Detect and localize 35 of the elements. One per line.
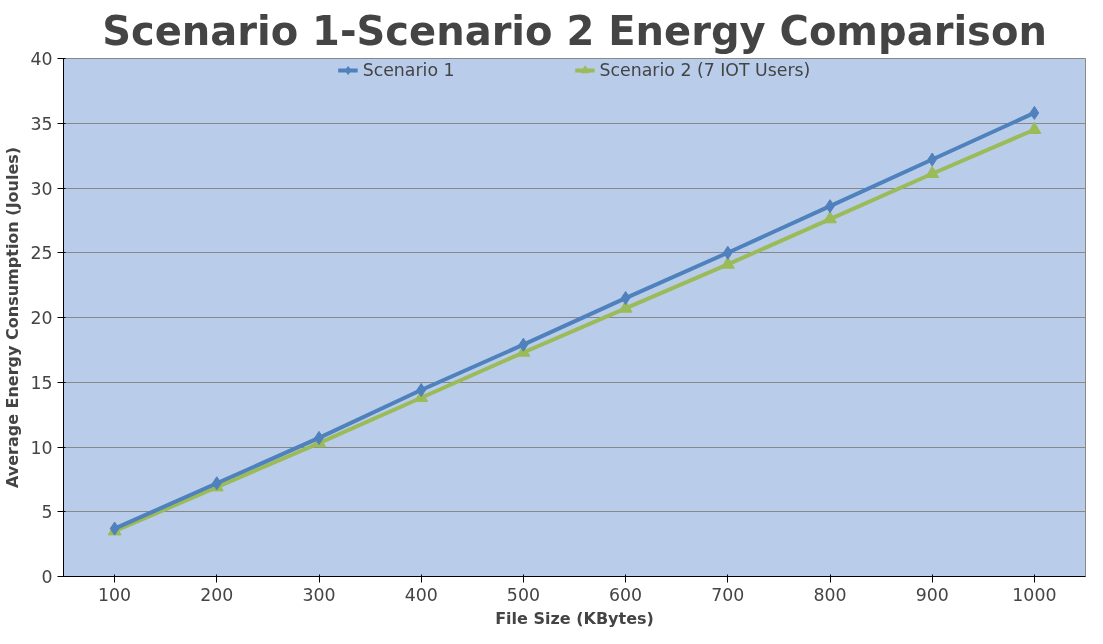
y-tick-label: 25: [30, 243, 53, 264]
point: [620, 291, 631, 306]
point: [1029, 105, 1040, 120]
legend-label: Scenario 2 (7 IOT Users): [599, 60, 811, 80]
legend-label: Scenario 1: [362, 60, 455, 80]
x-tick-label: 500: [506, 584, 540, 605]
point: [618, 300, 633, 313]
x-tick-label: 800: [813, 584, 847, 605]
y-tick-label: 20: [30, 308, 53, 328]
x-axis-title: File Size (KBytes): [495, 608, 654, 628]
point: [1027, 121, 1042, 134]
y-tick-label: 15: [30, 372, 53, 393]
point: [518, 337, 529, 352]
point: [925, 165, 940, 179]
y-tick-label: 30: [30, 178, 53, 199]
y-tick-label: 10: [30, 437, 53, 458]
x-tick-label: 900: [915, 584, 949, 605]
x-tick-label: 1000: [1012, 584, 1057, 605]
x-tick-label: 200: [200, 584, 234, 605]
x-tick-label: 400: [404, 584, 438, 605]
point: [823, 211, 837, 224]
x-tick-label: 300: [302, 584, 336, 605]
y-axis-title: Average Energy Consumption (Joules): [3, 146, 23, 489]
y-tick-label: 0: [41, 567, 53, 587]
x-tick-label: 700: [711, 584, 745, 605]
point: [416, 383, 427, 398]
y-tick-label: 35: [30, 113, 53, 134]
point: [720, 256, 735, 269]
y-tick-label: 40: [30, 49, 53, 69]
x-tick-label: 100: [98, 584, 132, 605]
point: [927, 152, 938, 167]
x-tick-label: 600: [609, 584, 643, 605]
chart-title: Scenario 1-Scenario 2 Energy Comparison: [102, 7, 1047, 54]
y-tick-label: 5: [41, 502, 53, 523]
point: [722, 245, 733, 260]
